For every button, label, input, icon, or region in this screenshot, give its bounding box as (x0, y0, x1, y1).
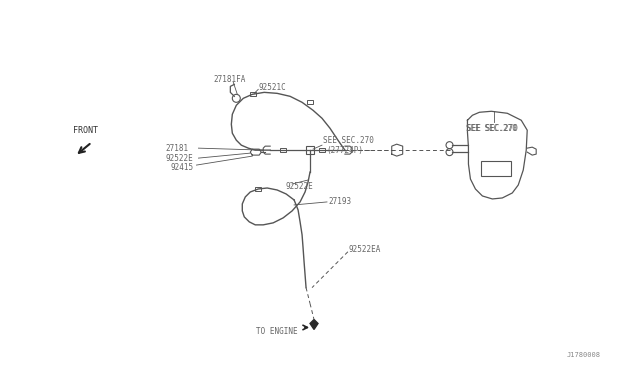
Text: 92415: 92415 (171, 163, 194, 171)
Text: FRONT: FRONT (74, 126, 99, 135)
Text: 92521C: 92521C (258, 83, 286, 92)
Bar (319, 148, 325, 152)
Text: (27724P): (27724P) (326, 145, 363, 155)
Bar (250, 92, 256, 96)
Bar (307, 100, 313, 104)
Polygon shape (310, 320, 318, 330)
Text: SEE SEC.270: SEE SEC.270 (467, 124, 518, 133)
Text: J1780008: J1780008 (567, 352, 601, 358)
Bar (481, 161, 511, 176)
Text: SEE SEC.270: SEE SEC.270 (323, 136, 374, 145)
Text: 92522EA: 92522EA (349, 245, 381, 254)
Text: SEE SEC.270: SEE SEC.270 (467, 124, 517, 133)
Text: 27181FA: 27181FA (213, 75, 246, 84)
Bar (280, 148, 286, 152)
Bar (255, 187, 261, 191)
Text: 92522E: 92522E (166, 154, 193, 163)
Text: 92522E: 92522E (285, 183, 313, 192)
Text: 27193: 27193 (328, 198, 351, 206)
Text: 27181: 27181 (166, 144, 189, 153)
Bar (306, 146, 314, 154)
Text: TO ENGINE: TO ENGINE (256, 327, 298, 336)
